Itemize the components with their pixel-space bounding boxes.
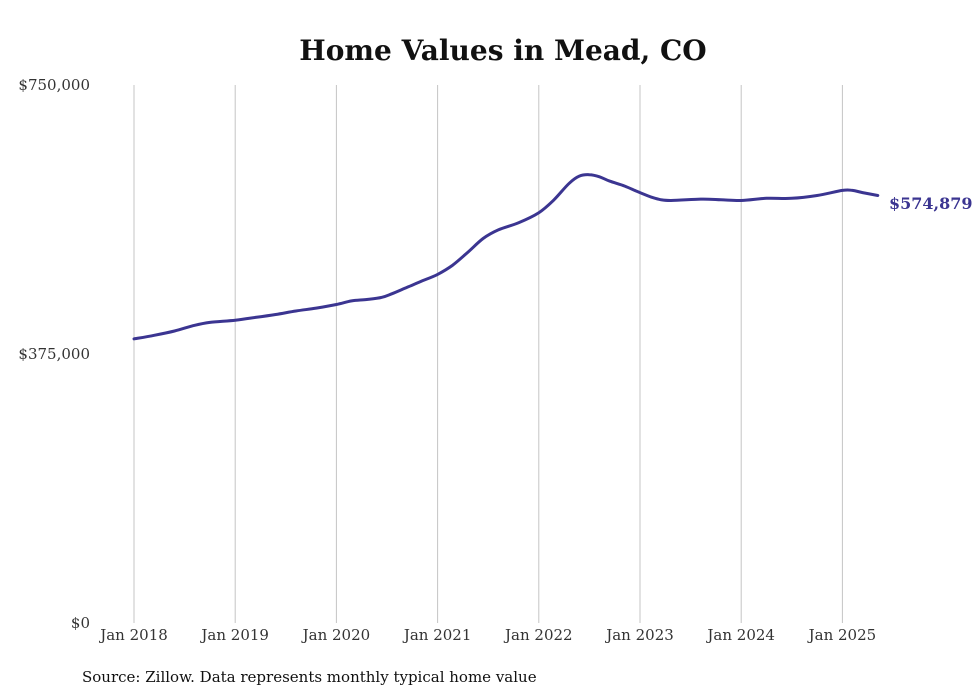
x-tick-label-5: Jan 2023 <box>604 626 674 644</box>
y-axis-tick-labels: $0 $375,000 $750,000 <box>18 76 90 632</box>
y-tick-label-2: $750,000 <box>18 76 90 94</box>
x-tick-label-2: Jan 2020 <box>301 626 371 644</box>
source-note: Source: Zillow. Data represents monthly … <box>82 668 537 686</box>
y-tick-label-1: $375,000 <box>18 345 90 363</box>
y-tick-label-0: $0 <box>71 614 90 632</box>
x-tick-label-3: Jan 2021 <box>402 626 472 644</box>
vertical-gridlines <box>133 85 843 623</box>
x-tick-label-6: Jan 2024 <box>705 626 775 644</box>
home-value-series-line <box>132 173 880 341</box>
x-tick-label-0: Jan 2018 <box>98 626 168 644</box>
x-tick-label-1: Jan 2019 <box>199 626 269 644</box>
x-tick-label-7: Jan 2025 <box>807 626 877 644</box>
x-axis-tick-labels: Jan 2018 Jan 2019 Jan 2020 Jan 2021 Jan 2022… <box>98 626 876 644</box>
x-tick-label-4: Jan 2022 <box>503 626 573 644</box>
last-value-label: $574,879 <box>889 194 973 213</box>
chart-title: Home Values in Mead, CO <box>299 34 706 67</box>
